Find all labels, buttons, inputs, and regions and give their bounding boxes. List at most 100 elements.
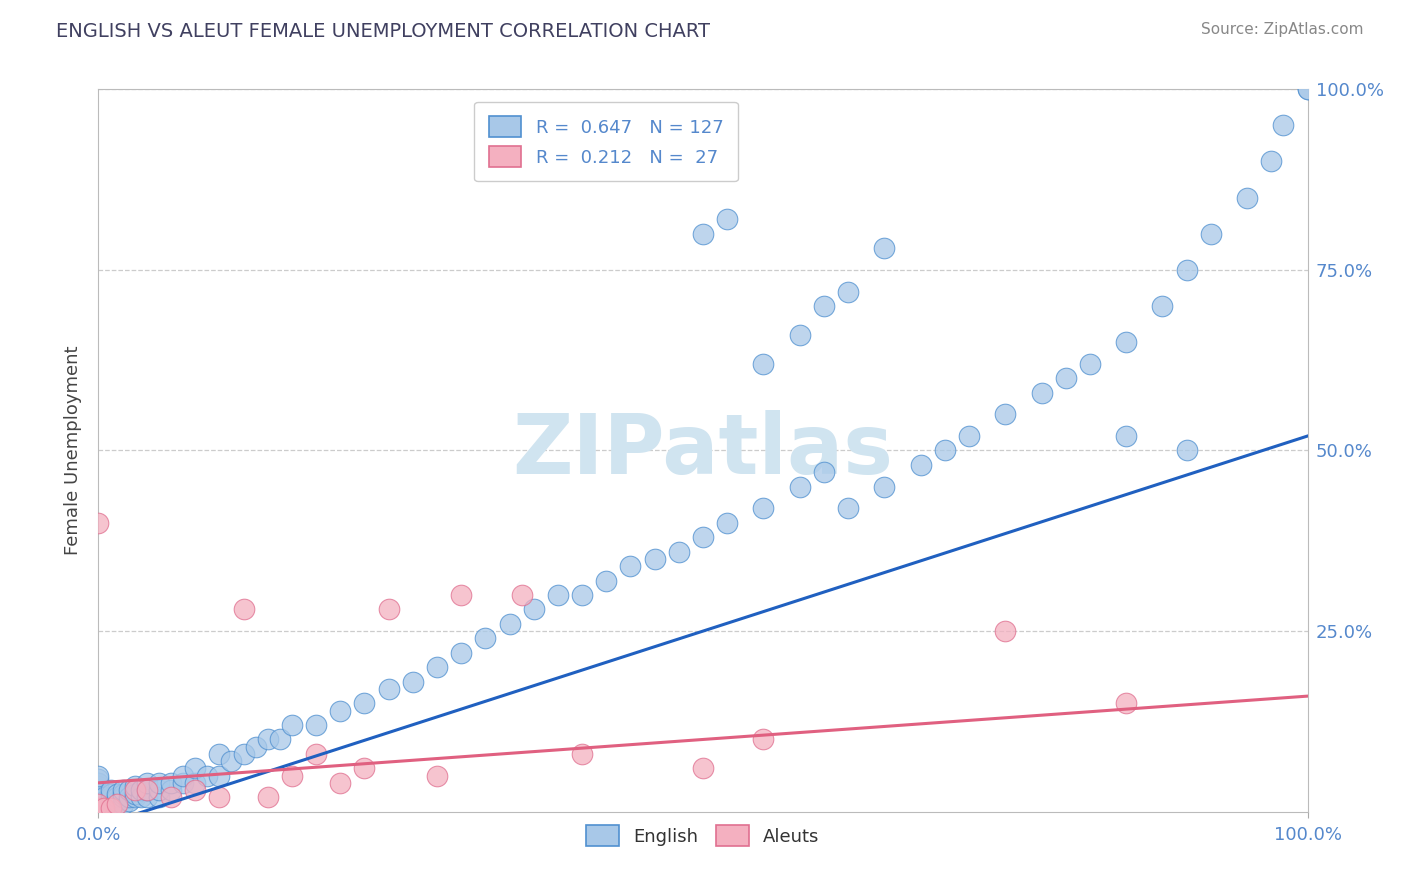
Point bbox=[329, 776, 352, 790]
Point bbox=[87, 783, 110, 797]
Point bbox=[377, 602, 399, 616]
Point bbox=[93, 794, 115, 808]
Point bbox=[87, 794, 110, 808]
Point bbox=[87, 797, 110, 812]
Point bbox=[135, 783, 157, 797]
Point bbox=[105, 794, 128, 808]
Point bbox=[789, 480, 811, 494]
Point bbox=[716, 516, 738, 530]
Point bbox=[305, 747, 328, 761]
Point bbox=[1115, 334, 1137, 349]
Point bbox=[184, 776, 207, 790]
Point bbox=[789, 327, 811, 342]
Point bbox=[523, 602, 546, 616]
Text: Source: ZipAtlas.com: Source: ZipAtlas.com bbox=[1201, 22, 1364, 37]
Point bbox=[426, 769, 449, 783]
Point bbox=[105, 790, 128, 805]
Point bbox=[305, 718, 328, 732]
Point bbox=[87, 794, 110, 808]
Point bbox=[100, 794, 122, 808]
Point bbox=[87, 797, 110, 812]
Point bbox=[934, 443, 956, 458]
Point bbox=[87, 805, 110, 819]
Point bbox=[208, 747, 231, 761]
Point bbox=[100, 805, 122, 819]
Point bbox=[752, 732, 775, 747]
Point bbox=[100, 783, 122, 797]
Point bbox=[148, 783, 170, 797]
Point bbox=[87, 790, 110, 805]
Point bbox=[1296, 82, 1319, 96]
Point bbox=[221, 754, 243, 768]
Point bbox=[377, 681, 399, 696]
Point bbox=[692, 530, 714, 544]
Legend: English, Aleuts: English, Aleuts bbox=[579, 818, 827, 854]
Point bbox=[450, 646, 472, 660]
Point bbox=[692, 227, 714, 241]
Point bbox=[837, 501, 859, 516]
Point bbox=[1175, 262, 1198, 277]
Point bbox=[87, 776, 110, 790]
Point bbox=[1115, 429, 1137, 443]
Point bbox=[160, 790, 183, 805]
Point bbox=[994, 624, 1017, 639]
Point bbox=[87, 797, 110, 812]
Point bbox=[619, 559, 641, 574]
Point bbox=[87, 769, 110, 783]
Point bbox=[87, 516, 110, 530]
Point bbox=[100, 801, 122, 815]
Point bbox=[93, 801, 115, 815]
Point bbox=[208, 769, 231, 783]
Point bbox=[353, 696, 375, 710]
Point bbox=[571, 747, 593, 761]
Point bbox=[910, 458, 932, 472]
Point bbox=[148, 790, 170, 805]
Point bbox=[256, 732, 278, 747]
Point bbox=[87, 801, 110, 815]
Point bbox=[87, 801, 110, 815]
Point bbox=[1236, 191, 1258, 205]
Point bbox=[87, 790, 110, 805]
Point bbox=[118, 790, 141, 805]
Point bbox=[595, 574, 617, 588]
Text: ENGLISH VS ALEUT FEMALE UNEMPLOYMENT CORRELATION CHART: ENGLISH VS ALEUT FEMALE UNEMPLOYMENT COR… bbox=[56, 22, 710, 41]
Point bbox=[105, 797, 128, 812]
Point bbox=[87, 805, 110, 819]
Point bbox=[87, 776, 110, 790]
Point bbox=[129, 790, 152, 805]
Point bbox=[208, 790, 231, 805]
Point bbox=[87, 805, 110, 819]
Point bbox=[1272, 119, 1295, 133]
Point bbox=[571, 588, 593, 602]
Point bbox=[135, 776, 157, 790]
Point bbox=[135, 790, 157, 805]
Point bbox=[87, 787, 110, 801]
Point bbox=[111, 783, 134, 797]
Point bbox=[87, 801, 110, 815]
Point bbox=[111, 790, 134, 805]
Point bbox=[124, 780, 146, 794]
Point bbox=[1199, 227, 1222, 241]
Point bbox=[547, 588, 569, 602]
Point bbox=[100, 790, 122, 805]
Point bbox=[184, 761, 207, 775]
Point bbox=[87, 787, 110, 801]
Point bbox=[87, 772, 110, 787]
Point bbox=[994, 407, 1017, 421]
Text: ZIPatlas: ZIPatlas bbox=[513, 410, 893, 491]
Point bbox=[1260, 154, 1282, 169]
Point bbox=[100, 797, 122, 812]
Point bbox=[813, 465, 835, 479]
Point bbox=[87, 801, 110, 815]
Point bbox=[245, 739, 267, 754]
Point bbox=[510, 588, 533, 602]
Point bbox=[184, 783, 207, 797]
Point bbox=[87, 801, 110, 815]
Point bbox=[93, 805, 115, 819]
Point bbox=[269, 732, 291, 747]
Point bbox=[87, 805, 110, 819]
Point bbox=[105, 787, 128, 801]
Point bbox=[957, 429, 980, 443]
Point bbox=[148, 776, 170, 790]
Point bbox=[111, 787, 134, 801]
